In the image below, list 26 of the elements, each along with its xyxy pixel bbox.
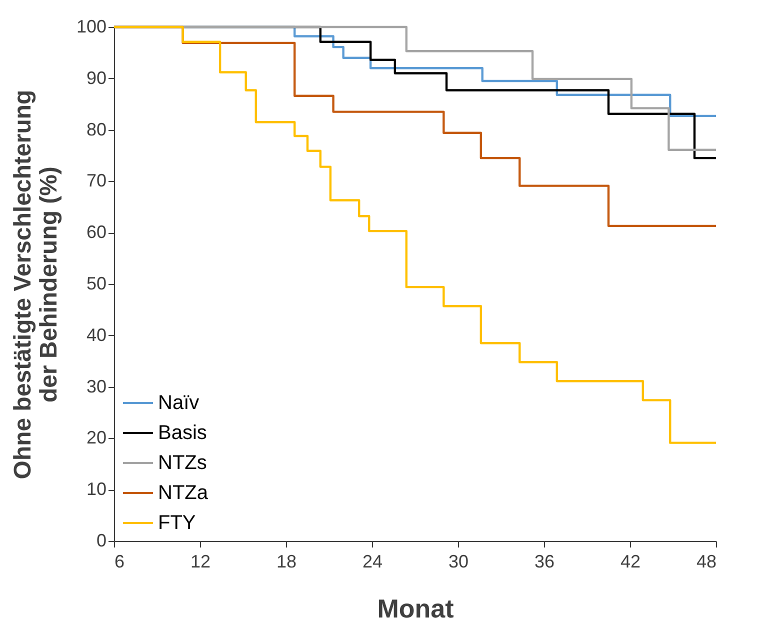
x-tick-label: 42 xyxy=(620,552,641,572)
y-tick-label: 80 xyxy=(86,119,106,140)
y-axis-title: Ohne bestätigte Verschlechterung der Behinderung (%) xyxy=(9,90,62,480)
legend-label: NTZa xyxy=(158,482,209,504)
x-tick-label: 30 xyxy=(448,552,469,572)
y-tick-label: 30 xyxy=(86,376,106,396)
x-tick-label: 48 xyxy=(696,552,716,572)
x-tick-label: 24 xyxy=(362,552,383,572)
x-tick-label: 18 xyxy=(276,552,297,572)
x-tick-label: 6 xyxy=(114,552,125,572)
y-tick-label: 10 xyxy=(86,479,106,500)
legend-label: Basis xyxy=(158,422,207,444)
x-axis-title: Monat xyxy=(377,594,454,624)
y-tick-label: 40 xyxy=(86,324,106,345)
y-tick-label: 20 xyxy=(86,428,106,448)
x-tick-label: 36 xyxy=(534,552,555,572)
y-tick-label: 50 xyxy=(86,274,106,294)
legend-label: Naïv xyxy=(158,392,200,414)
legend-label: NTZs xyxy=(158,452,207,474)
y-tick-label: 90 xyxy=(86,68,106,88)
legend-label: FTY xyxy=(158,512,196,534)
y-tick-label: 100 xyxy=(76,16,106,36)
y-tick-label: 70 xyxy=(86,170,106,191)
y-tick-label: 60 xyxy=(86,222,106,242)
y-tick-label: 0 xyxy=(96,530,106,550)
x-tick-label: 12 xyxy=(190,552,211,572)
